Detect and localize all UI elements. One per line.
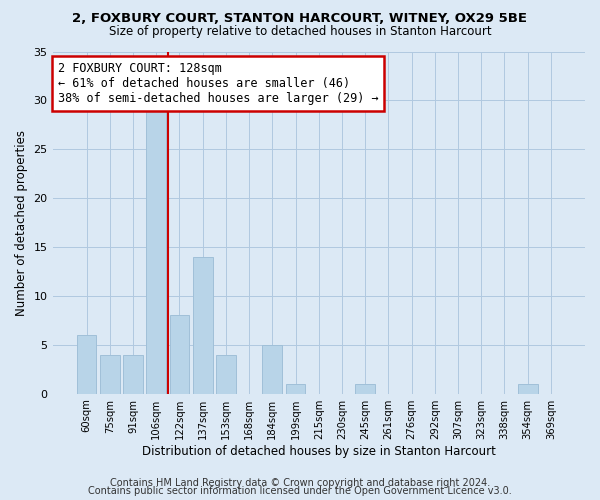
Text: Contains public sector information licensed under the Open Government Licence v3: Contains public sector information licen… xyxy=(88,486,512,496)
Bar xyxy=(518,384,538,394)
Bar xyxy=(355,384,375,394)
Bar xyxy=(146,110,166,394)
Bar xyxy=(193,257,212,394)
Text: 2 FOXBURY COURT: 128sqm
← 61% of detached houses are smaller (46)
38% of semi-de: 2 FOXBURY COURT: 128sqm ← 61% of detache… xyxy=(58,62,379,105)
Bar xyxy=(123,354,143,394)
Text: 2, FOXBURY COURT, STANTON HARCOURT, WITNEY, OX29 5BE: 2, FOXBURY COURT, STANTON HARCOURT, WITN… xyxy=(73,12,527,26)
Text: Contains HM Land Registry data © Crown copyright and database right 2024.: Contains HM Land Registry data © Crown c… xyxy=(110,478,490,488)
Bar xyxy=(286,384,305,394)
Bar xyxy=(262,345,282,394)
Y-axis label: Number of detached properties: Number of detached properties xyxy=(15,130,28,316)
Text: Size of property relative to detached houses in Stanton Harcourt: Size of property relative to detached ho… xyxy=(109,25,491,38)
Bar xyxy=(170,316,190,394)
X-axis label: Distribution of detached houses by size in Stanton Harcourt: Distribution of detached houses by size … xyxy=(142,444,496,458)
Bar xyxy=(77,335,97,394)
Bar xyxy=(216,354,236,394)
Bar xyxy=(100,354,119,394)
